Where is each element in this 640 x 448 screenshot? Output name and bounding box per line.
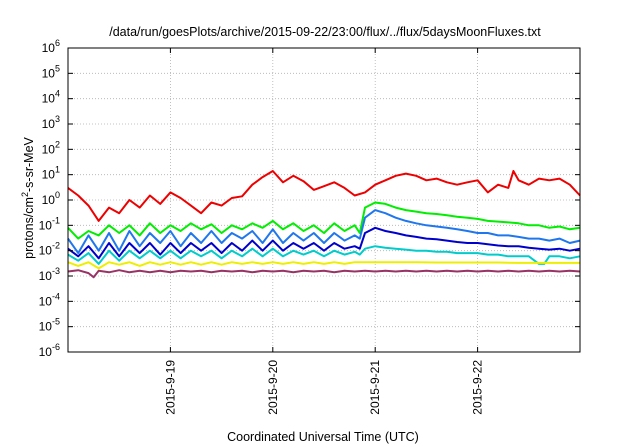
y-tick-label: 104 — [42, 89, 60, 106]
x-tick-label: 2015-9-20 — [266, 360, 280, 415]
series-group — [67, 170, 581, 279]
y-tick-label: 10-6 — [39, 342, 60, 359]
series-line-6 — [67, 261, 580, 270]
y-tick-label: 10-2 — [39, 241, 60, 258]
series-line-1 — [67, 170, 581, 222]
y-tick-label: 10-5 — [39, 317, 60, 334]
y-tick-label: 105 — [42, 63, 60, 80]
y-tick-label: 10-1 — [39, 215, 60, 232]
y-axis-label: protons/cm2-s-sr-MeV — [20, 136, 36, 258]
series-line-3 — [67, 209, 581, 255]
chart-title: /data/run/goesPlots/archive/2015-09-22/2… — [109, 25, 541, 39]
axis-ticks — [68, 47, 580, 353]
y-tick-label: 101 — [42, 165, 60, 182]
y-tick-label: 10-4 — [39, 291, 60, 308]
x-tick-label: 2015-9-19 — [163, 360, 177, 415]
series-line-4 — [67, 226, 581, 260]
x-tick-label: 2015-9-21 — [368, 360, 382, 415]
x-tick-labels: 2015-9-19 2015-9-20 2015-9-21 2015-9-22 — [163, 360, 484, 415]
y-tick-labels: 10-6 10-5 10-4 10-3 10-2 10-1 100 101 102 103 104 1… — [39, 38, 60, 359]
series-line-2 — [67, 201, 581, 240]
y-tick-label: 100 — [42, 190, 60, 207]
y-tick-label: 106 — [42, 38, 60, 55]
x-axis-label: Coordinated Universal Time (UTC) — [227, 430, 419, 444]
y-tick-label: 102 — [42, 139, 60, 156]
series-line-7 — [67, 269, 581, 279]
y-tick-label: 103 — [42, 114, 60, 131]
x-tick-label: 2015-9-22 — [471, 360, 485, 415]
y-tick-label: 10-3 — [39, 266, 60, 283]
series-line-5 — [67, 245, 581, 265]
